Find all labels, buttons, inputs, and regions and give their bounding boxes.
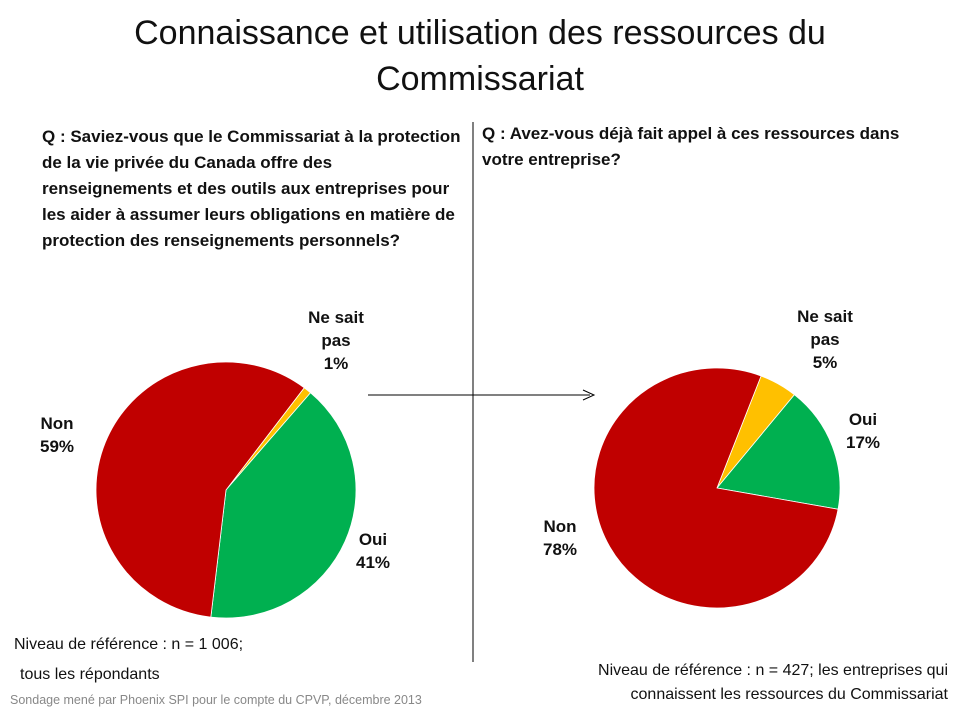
question: Q : Avez-vous déjà fait appel à ces ress… (482, 124, 900, 169)
category-label: Oui (358, 530, 388, 549)
pie-slice (593, 367, 839, 609)
base-note: tous les répondants (20, 666, 160, 683)
category-label: Oui (848, 410, 878, 429)
slice-label: Oui 41% (338, 528, 408, 574)
base-note: Niveau de référence : n = 427; les entre… (598, 662, 948, 679)
value-label: 17% (845, 433, 881, 452)
slice-label: Ne sait pas 1% (301, 306, 371, 375)
slice-label: Oui 17% (828, 408, 898, 454)
value-label: 78% (542, 540, 578, 559)
category-label: Ne sait pas (797, 307, 853, 349)
pie-slice (95, 361, 305, 618)
value-label: 5% (812, 353, 838, 372)
value-label: 1% (323, 354, 349, 373)
value-label: 59% (39, 437, 75, 456)
category-label: Ne sait pas (308, 308, 364, 350)
arrow-head (582, 389, 596, 401)
pie-slice (210, 392, 357, 619)
pie-slice (716, 394, 841, 510)
category-label: Non (40, 414, 74, 433)
slice-label: Non 78% (525, 515, 595, 561)
value-label: 41% (355, 553, 391, 572)
source: Sondage mené par Phoenix SPI pour le com… (10, 693, 422, 707)
base-note: connaissent les ressources du Commissari… (630, 686, 948, 703)
slice-label: Non 59% (22, 412, 92, 458)
base-note: Niveau de référence : n = 1 006; (14, 636, 244, 653)
category-label: Non (543, 517, 577, 536)
question: Q : Saviez-vous que le Commissariat à la… (42, 127, 461, 250)
slide-title: Connaissance et utilisation des ressourc… (134, 14, 826, 98)
slice-label: Ne sait pas 5% (790, 305, 860, 374)
